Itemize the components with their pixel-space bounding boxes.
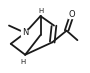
Text: O: O — [69, 10, 75, 19]
Text: N: N — [22, 28, 28, 37]
Bar — [21, 30, 30, 36]
Bar — [68, 12, 76, 18]
Text: H: H — [39, 8, 44, 14]
Text: H: H — [21, 59, 26, 65]
